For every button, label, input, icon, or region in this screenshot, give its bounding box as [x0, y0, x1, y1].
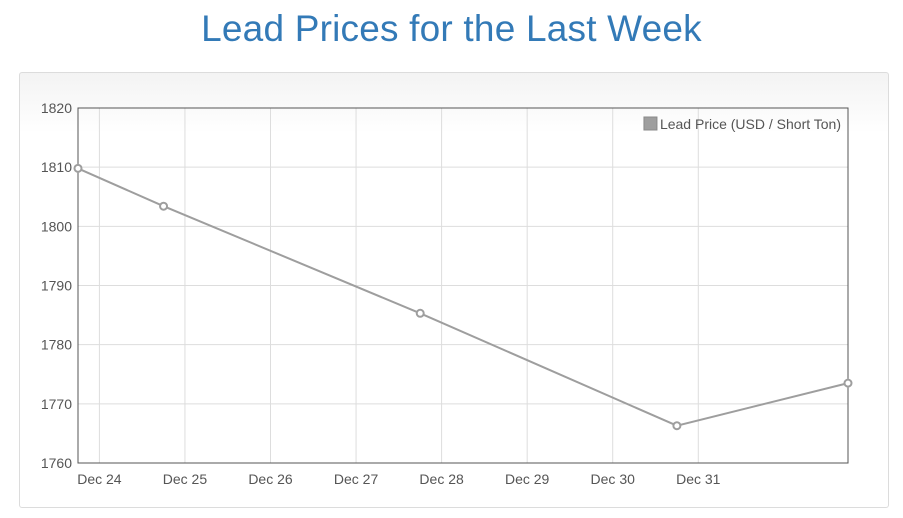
data-point[interactable] [415, 308, 425, 318]
x-tick-label: Dec 29 [505, 471, 550, 487]
x-tick-label: Dec 26 [248, 471, 293, 487]
y-axis-ticks: 1760 1770 1780 1790 1800 1810 1820 [41, 100, 72, 471]
x-tick-label: Dec 30 [591, 471, 636, 487]
y-tick-label: 1780 [41, 337, 72, 353]
data-point[interactable] [672, 421, 682, 431]
legend-swatch [643, 116, 658, 131]
x-tick-label: Dec 24 [77, 471, 122, 487]
y-tick-label: 1800 [41, 218, 72, 234]
x-tick-label: Dec 27 [334, 471, 379, 487]
y-tick-label: 1820 [41, 100, 72, 116]
data-point[interactable] [843, 378, 853, 388]
grid-lines [78, 107, 848, 464]
data-point[interactable] [159, 201, 169, 211]
series-layer [73, 163, 853, 431]
y-tick-label: 1790 [41, 278, 72, 294]
data-point[interactable] [73, 163, 83, 173]
page-title: Lead Prices for the Last Week [201, 8, 702, 49]
plot-area [77, 107, 849, 464]
y-tick-label: 1810 [41, 159, 72, 175]
x-axis-ticks: Dec 24 Dec 25 Dec 26 Dec 27 Dec 28 Dec 29 Dec … [77, 471, 720, 487]
x-tick-label: Dec 28 [419, 471, 464, 487]
x-tick-label: Dec 31 [676, 471, 721, 487]
y-tick-label: 1760 [41, 455, 72, 471]
legend: Lead Price (USD / Short Ton) [643, 116, 841, 132]
chart-panel [19, 72, 889, 508]
x-tick-label: Dec 25 [163, 471, 208, 487]
y-tick-label: 1770 [41, 396, 72, 412]
series-line [77, 167, 849, 427]
legend-label: Lead Price (USD / Short Ton) [660, 116, 841, 132]
